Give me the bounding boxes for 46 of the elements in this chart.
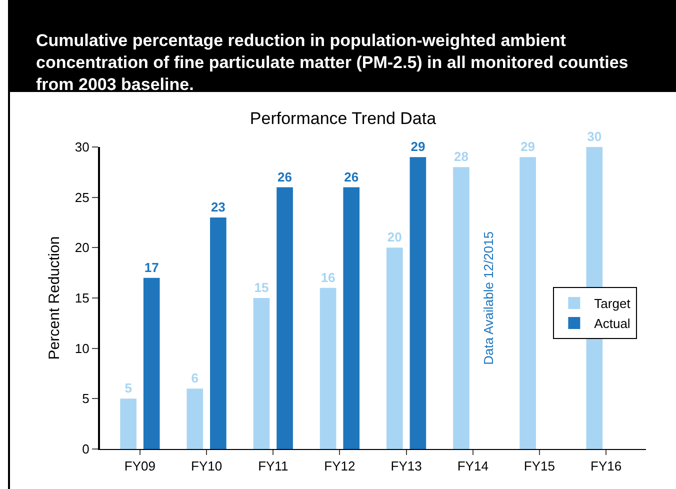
bar bbox=[120, 398, 136, 449]
x-tick-label: FY09 bbox=[124, 458, 156, 474]
bar bbox=[343, 187, 360, 449]
bar bbox=[143, 278, 160, 449]
x-tick-label: FY11 bbox=[258, 458, 288, 474]
data-label: 17 bbox=[144, 260, 159, 275]
data-label: 29 bbox=[520, 139, 536, 154]
y-tick-label: 30 bbox=[74, 140, 90, 155]
y-tick-label: 20 bbox=[74, 240, 90, 256]
y-tick-label: 0 bbox=[82, 442, 90, 457]
data-label: 6 bbox=[191, 370, 198, 386]
chart-title: Cumulative percentage reduction in population-weighted ambient concentration of fine particulate matter (PM-2.5) in all monitored counties from 2003 baseline. bbox=[10, 0, 676, 94]
data-label: 26 bbox=[278, 169, 292, 184]
x-tick-label: FY10 bbox=[191, 458, 222, 474]
data-label: 29 bbox=[410, 139, 426, 154]
bar bbox=[320, 288, 336, 449]
bar bbox=[253, 298, 270, 449]
data-label: 26 bbox=[344, 169, 359, 184]
bar bbox=[186, 388, 204, 449]
x-tick-label: FY16 bbox=[590, 458, 622, 474]
data-label: 20 bbox=[387, 230, 402, 245]
legend-label: Target bbox=[594, 296, 631, 312]
x-tick-label: FY14 bbox=[457, 458, 488, 474]
y-tick-label: 25 bbox=[74, 190, 90, 205]
bar bbox=[520, 157, 536, 449]
data-label: 23 bbox=[210, 199, 226, 214]
bar bbox=[453, 167, 470, 449]
y-axis-title: Percent Reduction bbox=[46, 236, 63, 360]
y-tick-label: 10 bbox=[74, 340, 90, 356]
data-label: 30 bbox=[587, 129, 602, 144]
bar bbox=[386, 248, 403, 449]
x-tick-label: FY12 bbox=[324, 458, 356, 474]
x-tick-label: FY13 bbox=[390, 458, 422, 474]
bar bbox=[210, 217, 226, 449]
legend-label: Actual bbox=[594, 316, 630, 332]
annotation: Data Available 12/2015 bbox=[480, 231, 496, 365]
x-tick-label: FY15 bbox=[524, 458, 555, 474]
data-label: 15 bbox=[254, 280, 269, 295]
data-label: 5 bbox=[124, 380, 132, 396]
bar bbox=[410, 157, 426, 449]
y-tick-label: 5 bbox=[82, 391, 90, 406]
data-label: 16 bbox=[320, 270, 336, 285]
chart-subtitle: Performance Trend Data bbox=[250, 108, 437, 128]
data-label: 28 bbox=[454, 149, 468, 164]
bar bbox=[276, 187, 293, 449]
y-tick-label: 15 bbox=[74, 290, 90, 306]
